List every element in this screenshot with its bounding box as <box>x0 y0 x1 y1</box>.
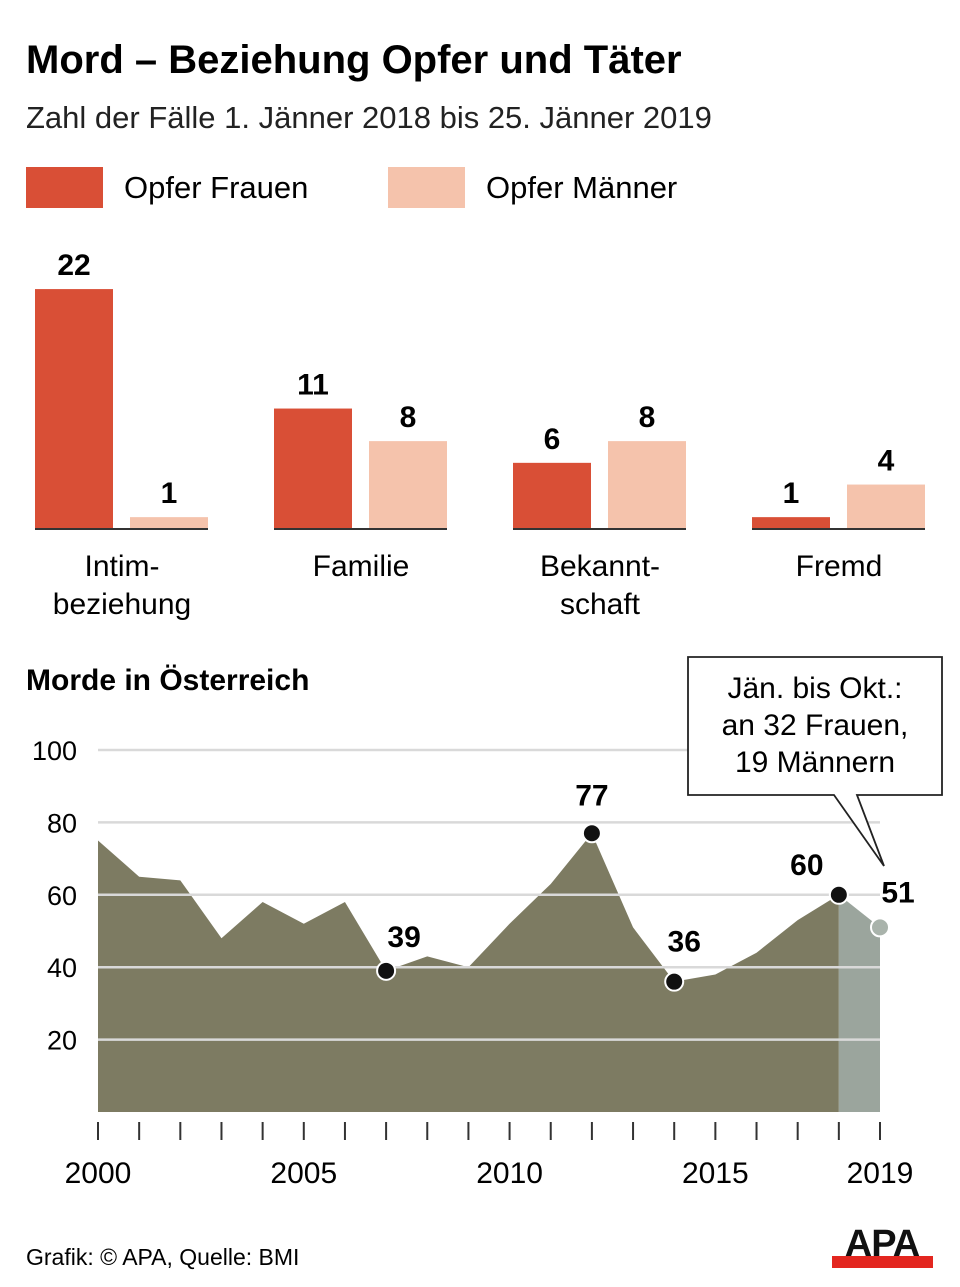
data-point-marker <box>376 960 397 981</box>
bar-value-label: 1 <box>783 477 800 510</box>
bar-frauen <box>35 289 113 528</box>
x-tick-label: 2000 <box>65 1157 132 1190</box>
bar-frauen <box>752 517 830 528</box>
x-tick-label: 2010 <box>476 1157 543 1190</box>
y-tick-label: 80 <box>47 808 77 838</box>
bar-value-label: 6 <box>544 423 561 456</box>
bar-value-label: 8 <box>400 401 417 434</box>
data-point-label: 51 <box>881 876 914 909</box>
callout-line-3: 19 Männern <box>735 746 895 779</box>
category-label: Fremd <box>796 550 883 583</box>
bar-chart: 22 1 Intim-beziehung 11 8 Familie 6 8 Bekannt-sc… <box>35 249 925 621</box>
category-label: Intim- <box>85 550 160 583</box>
page-title: Mord – Beziehung Opfer und Täter <box>26 38 682 82</box>
source-credit: Grafik: © APA, Quelle: BMI <box>26 1244 299 1270</box>
y-tick-label: 60 <box>47 881 77 911</box>
apa-logo-bar <box>832 1256 933 1268</box>
callout-line-2: an 32 Frauen, <box>722 709 909 742</box>
x-tick-label: 2005 <box>270 1157 337 1190</box>
data-point-marker <box>664 971 685 992</box>
area-series-partial <box>838 894 880 1112</box>
bar-maenner <box>847 484 925 528</box>
x-tick-label: 2019 <box>847 1157 914 1190</box>
legend-label-maenner: Opfer Männer <box>486 170 677 205</box>
bar-value-label: 4 <box>878 445 895 478</box>
legend-label-frauen: Opfer Frauen <box>124 170 308 205</box>
annotation-callout: Jän. bis Okt.: an 32 Frauen, 19 Männern <box>687 656 943 867</box>
data-point-label: 60 <box>790 849 823 882</box>
category-label: beziehung <box>53 588 191 621</box>
data-point-marker <box>828 884 849 905</box>
apa-logo: APA <box>832 1223 933 1268</box>
bar-maenner <box>130 517 208 528</box>
bar-value-label: 22 <box>57 249 90 282</box>
category-label: schaft <box>560 588 641 621</box>
data-point-label: 36 <box>668 926 701 959</box>
bar-value-label: 8 <box>639 401 656 434</box>
bar-maenner <box>608 441 686 528</box>
area-chart: 20 40 60 80 100 2000 2005 2010 2015 2019 39 77 36 60 5… <box>32 736 915 1190</box>
y-tick-label: 20 <box>47 1026 77 1056</box>
callout-line-1: Jän. bis Okt.: <box>727 672 902 705</box>
legend: Opfer Frauen Opfer Männer <box>26 167 677 208</box>
legend-swatch-frauen <box>26 167 103 208</box>
subtitle: Zahl der Fälle 1. Jänner 2018 bis 25. Jä… <box>26 100 712 135</box>
bar-frauen <box>513 462 591 528</box>
category-label: Bekannt- <box>540 550 660 583</box>
data-point-label: 77 <box>575 779 608 812</box>
category-label: Familie <box>313 550 410 583</box>
data-point-marker <box>581 823 602 844</box>
area-series <box>98 833 839 1112</box>
y-tick-label: 100 <box>32 736 77 766</box>
apa-logo-text: APA <box>845 1223 920 1265</box>
legend-swatch-maenner <box>388 167 465 208</box>
bar-frauen <box>274 408 352 528</box>
area-chart-title: Morde in Österreich <box>26 664 309 697</box>
bar-value-label: 1 <box>161 477 178 510</box>
bar-maenner <box>369 441 447 528</box>
data-point-label: 39 <box>387 921 420 954</box>
x-tick-label: 2015 <box>682 1157 749 1190</box>
callout-box <box>687 656 943 867</box>
bar-value-label: 11 <box>297 369 329 402</box>
y-tick-label: 40 <box>47 953 77 983</box>
data-point-marker <box>870 917 890 938</box>
